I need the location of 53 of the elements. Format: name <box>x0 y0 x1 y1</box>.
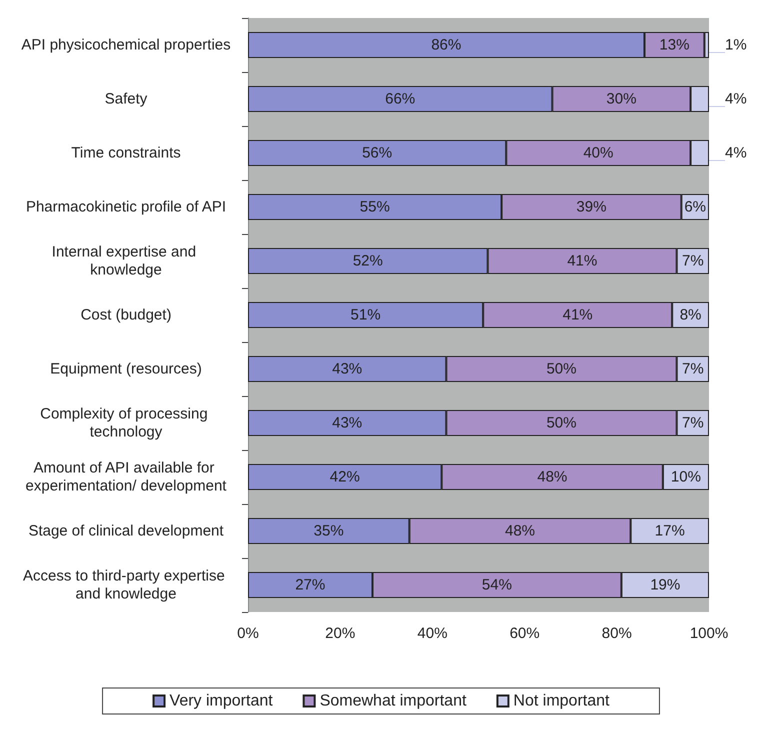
data-label: 40% <box>583 144 614 162</box>
data-label: 86% <box>431 36 462 54</box>
data-label: 55% <box>360 198 390 216</box>
data-label: 48% <box>504 522 536 540</box>
y-tick-label: Complexity of processing technology <box>40 406 212 440</box>
y-tick-label: API physicochemical properties <box>21 36 231 54</box>
legend-label: Not important <box>513 692 610 710</box>
y-tick-label: Equipment (resources) <box>50 360 202 378</box>
data-label: 10% <box>670 468 701 486</box>
x-tick-label: 0% <box>237 625 259 642</box>
x-tick-label: 40% <box>417 625 448 642</box>
data-label: 43% <box>332 414 362 432</box>
data-label: 1% <box>725 36 747 54</box>
x-tick-label: 60% <box>510 625 540 642</box>
legend-label: Very important <box>170 692 274 710</box>
data-label: 6% <box>684 198 706 216</box>
data-label: 30% <box>606 90 636 108</box>
data-label: 7% <box>682 414 704 432</box>
data-label: 7% <box>682 360 704 378</box>
data-label: 50% <box>546 414 576 432</box>
y-tick-label: Safety <box>104 90 148 108</box>
data-label: 13% <box>659 36 690 54</box>
data-label: 19% <box>650 576 680 594</box>
data-label: 4% <box>725 144 747 162</box>
data-label: 27% <box>295 576 326 594</box>
data-label: 48% <box>537 468 568 486</box>
data-label: 35% <box>314 522 344 540</box>
x-tick-label: 80% <box>602 625 632 642</box>
x-tick-label: 20% <box>325 625 356 642</box>
legend-label: Somewhat important <box>320 692 467 710</box>
y-tick-label: Amount of API available for experimentation/ development <box>26 460 228 494</box>
data-label: 8% <box>680 306 702 324</box>
data-label: 52% <box>352 252 383 270</box>
data-label: 41% <box>562 306 593 324</box>
data-label: 39% <box>576 198 606 216</box>
data-label: 54% <box>482 576 512 594</box>
data-label: 7% <box>682 252 704 270</box>
data-label: 66% <box>385 90 416 108</box>
y-tick-label: Cost (budget) <box>80 306 172 324</box>
data-label: 43% <box>332 360 362 378</box>
data-label: 50% <box>546 360 576 378</box>
data-label: 17% <box>654 522 685 540</box>
y-tick-label: Pharmacokinetic profile of API <box>26 198 226 216</box>
data-label: 4% <box>725 90 747 108</box>
y-tick-label: Stage of clinical development <box>28 522 224 540</box>
data-label: 56% <box>362 144 392 162</box>
y-tick-label: Access to third-party expertise and knowledge <box>23 568 229 602</box>
x-tick-label: 100% <box>690 625 728 642</box>
data-label: 41% <box>567 252 598 270</box>
data-label: 42% <box>330 468 360 486</box>
data-label: 51% <box>350 306 381 324</box>
y-tick-label: Internal expertise and knowledge <box>52 244 200 278</box>
y-tick-label: Time constraints <box>71 144 181 162</box>
